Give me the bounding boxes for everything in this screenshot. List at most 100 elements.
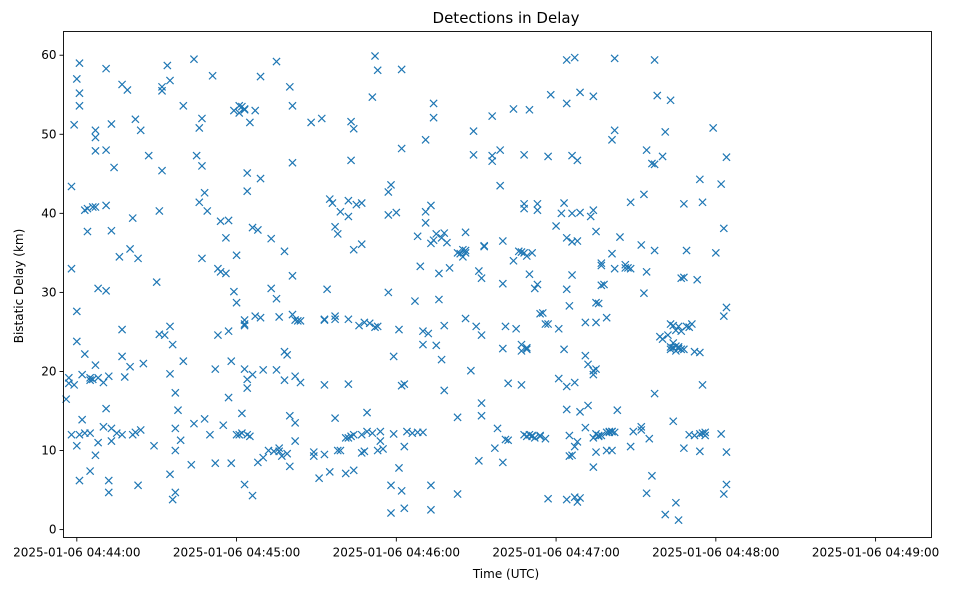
data-point [525, 105, 534, 114]
data-point [440, 229, 449, 238]
data-point [477, 411, 486, 420]
data-point [719, 489, 728, 499]
data-point [331, 312, 340, 321]
data-point [591, 227, 601, 236]
data-point [695, 429, 704, 438]
data-point [418, 327, 427, 336]
data-point [554, 324, 563, 333]
y-tick-label: 0 [49, 523, 57, 537]
data-point [70, 120, 79, 129]
data-point [512, 324, 521, 333]
data-point [336, 446, 345, 455]
data-point [243, 187, 252, 196]
data-point [533, 199, 542, 208]
data-point [525, 270, 534, 279]
data-point [514, 247, 523, 256]
data-point [429, 99, 438, 108]
data-point [253, 225, 262, 234]
data-point [477, 331, 486, 340]
data-point [589, 370, 598, 379]
data-point [283, 350, 292, 359]
data-point [277, 452, 286, 461]
data-point [469, 127, 478, 136]
data-point [75, 430, 84, 439]
data-point [679, 444, 688, 453]
data-point [136, 126, 145, 135]
data-point [536, 309, 545, 318]
data-point [573, 497, 582, 506]
data-point [67, 264, 76, 273]
data-point [363, 408, 372, 417]
data-point [389, 429, 398, 438]
data-point [645, 434, 654, 443]
data-point [581, 318, 590, 327]
data-point [674, 516, 683, 525]
data-point [72, 307, 81, 316]
data-point [594, 299, 603, 308]
data-point [679, 345, 688, 354]
data-point [682, 246, 691, 255]
data-point [88, 375, 97, 384]
data-point [589, 463, 598, 472]
data-point [434, 269, 443, 278]
data-point [168, 495, 177, 504]
data-point [557, 209, 566, 218]
data-point [597, 431, 606, 440]
data-point [650, 160, 659, 169]
data-point [461, 228, 470, 237]
data-point [134, 254, 143, 263]
data-point [256, 174, 265, 183]
data-point [576, 88, 585, 97]
x-tick-label: 2025-01-06 04:44:00 [13, 546, 140, 560]
data-point [235, 108, 244, 117]
data-point [259, 453, 268, 462]
data-point [373, 66, 382, 75]
data-point [639, 190, 648, 199]
data-point [711, 248, 720, 257]
data-point [288, 158, 297, 167]
data-point [83, 204, 92, 213]
data-point [224, 327, 233, 336]
data-point [256, 72, 265, 81]
data-point [607, 427, 617, 436]
data-point [94, 284, 103, 293]
data-point [224, 393, 233, 402]
data-point [107, 437, 116, 446]
data-point [173, 406, 183, 415]
data-point [573, 437, 582, 446]
data-point [333, 446, 342, 455]
data-point [227, 357, 236, 366]
data-point [285, 462, 294, 471]
data-point [349, 466, 358, 475]
data-point [466, 366, 475, 375]
data-point [517, 248, 526, 257]
data-point [267, 234, 276, 243]
data-point [240, 104, 249, 114]
data-point [480, 242, 489, 251]
data-point [102, 201, 111, 210]
data-point [671, 498, 680, 507]
y-axis-label: Bistatic Delay (km) [12, 229, 26, 344]
data-point [368, 93, 377, 102]
data-point [211, 459, 220, 468]
data-point [75, 476, 84, 485]
data-point [591, 365, 601, 374]
data-point [722, 153, 731, 162]
data-point [453, 413, 462, 422]
data-point [248, 223, 257, 232]
data-point [67, 430, 76, 439]
data-point [91, 146, 100, 155]
data-point [256, 313, 265, 322]
data-point [565, 452, 574, 461]
data-point [368, 429, 377, 438]
data-point [275, 447, 284, 456]
data-point [229, 287, 238, 296]
data-point [72, 337, 81, 346]
data-point [296, 316, 305, 325]
data-point [610, 264, 619, 273]
data-point [642, 267, 651, 276]
data-point [291, 372, 300, 381]
data-point [91, 126, 100, 135]
data-point [426, 505, 435, 514]
